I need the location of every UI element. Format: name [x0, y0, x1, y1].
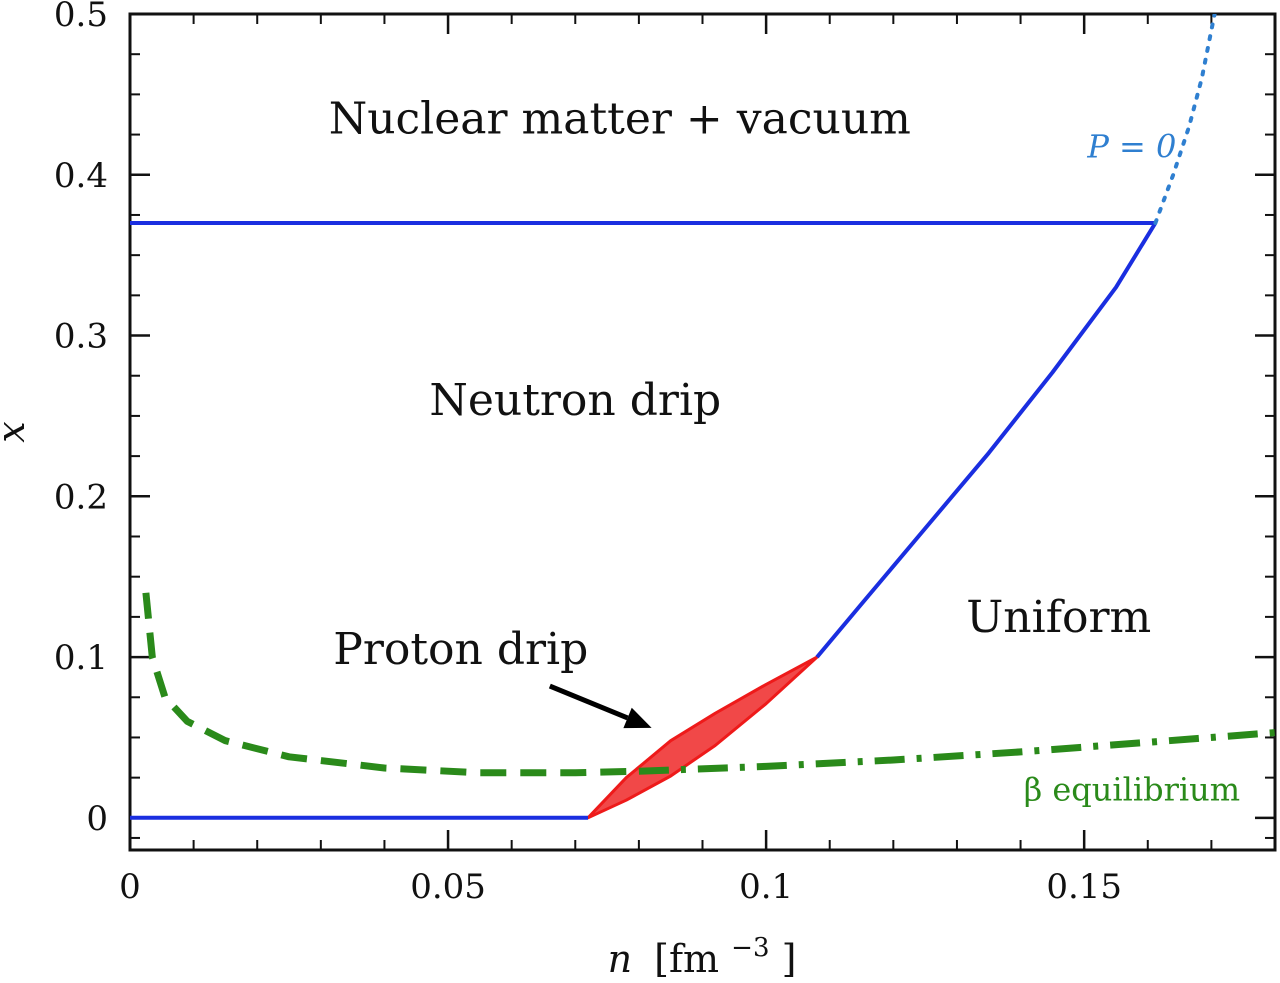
series-layer: [130, 14, 1275, 820]
proton-drip-region: [586, 655, 819, 820]
label-neutron: Neutron drip: [429, 375, 721, 426]
label-p0: P = 0: [1086, 128, 1176, 166]
x-tick-label: 0: [119, 867, 141, 907]
label-uniform: Uniform: [966, 592, 1151, 643]
series-line-3: [1153, 14, 1217, 225]
label-beta: β equilibrium: [1024, 771, 1240, 809]
x-tick-label: 0.1: [739, 867, 793, 907]
series-line-2: [815, 221, 1158, 659]
plot-area: [130, 14, 1275, 820]
x-axis-exponent: −3: [731, 933, 769, 963]
y-axis-label: x: [0, 421, 33, 442]
y-tick-label: 0.4: [54, 156, 108, 196]
x-axis-label: n [fm −3 ]: [608, 921, 797, 981]
y-tick-label: 0.3: [54, 317, 108, 357]
annotations: Nuclear matter + vacuum Neutron drip Unifo…: [329, 94, 1240, 809]
y-tick-label: 0.1: [54, 638, 108, 678]
x-tick-label: 0.05: [410, 867, 486, 907]
series-line-5: [638, 729, 1275, 775]
x-axis-close: ]: [782, 937, 797, 981]
x-axis-var: n: [608, 937, 632, 981]
series-line-4: [142, 592, 639, 777]
proton-drip-arrowhead: [623, 707, 652, 729]
label-nuclear: Nuclear matter + vacuum: [329, 94, 911, 145]
ticks: 0 0.05 0.1 0.15 0 0.1 0.2 0.3 0.4 0.5: [54, 0, 1276, 907]
y-tick-label: 0: [86, 799, 108, 839]
x-tick-label: 0.15: [1046, 867, 1122, 907]
x-axis-unit: [fm: [654, 937, 719, 981]
proton-drip-arrow-shaft: [548, 683, 629, 721]
y-tick-label: 0.5: [54, 0, 108, 35]
label-proton: Proton drip: [333, 624, 588, 675]
y-tick-label: 0.2: [54, 477, 108, 517]
